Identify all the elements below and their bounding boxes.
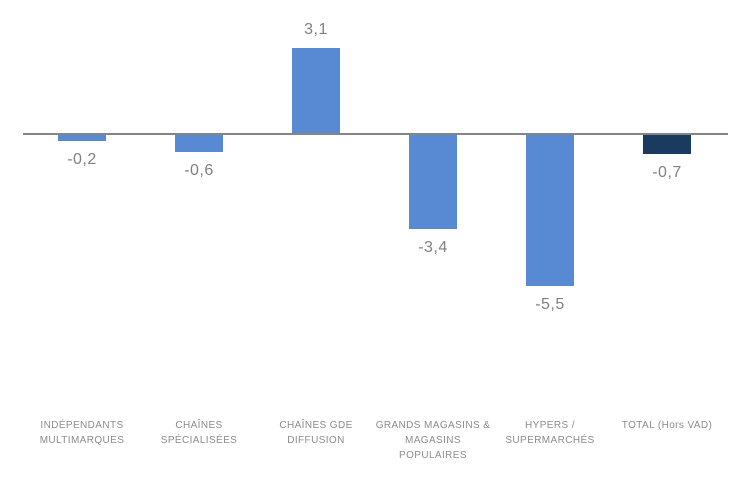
bar: [643, 135, 691, 154]
category-label: TOTAL (Hors VAD): [621, 420, 713, 431]
x-axis-line: [23, 133, 728, 135]
category-label: GRANDS MAGASINS & MAGASINS POPULAIRES: [375, 420, 491, 461]
bar: [526, 135, 574, 286]
bar-value-label: -3,4: [418, 239, 448, 256]
category-label: INDÉPENDANTS MULTIMARQUES: [39, 420, 125, 446]
bar-value-label: -0,2: [67, 151, 97, 168]
bar: [58, 135, 106, 141]
bar-value-label: -5,5: [535, 296, 565, 313]
category-label: HYPERS / SUPERMARCHÉS: [505, 420, 595, 446]
bar: [409, 135, 457, 229]
bar-value-label: -0,7: [652, 164, 682, 181]
bar: [292, 48, 340, 133]
bar-value-label: 3,1: [304, 21, 328, 38]
bar-value-label: -0,6: [184, 162, 214, 179]
category-label: CHAÎNES SPÉCIALISÉES: [160, 420, 238, 446]
category-label: CHAÎNES GDE DIFFUSION: [279, 420, 353, 446]
bar: [175, 135, 223, 152]
